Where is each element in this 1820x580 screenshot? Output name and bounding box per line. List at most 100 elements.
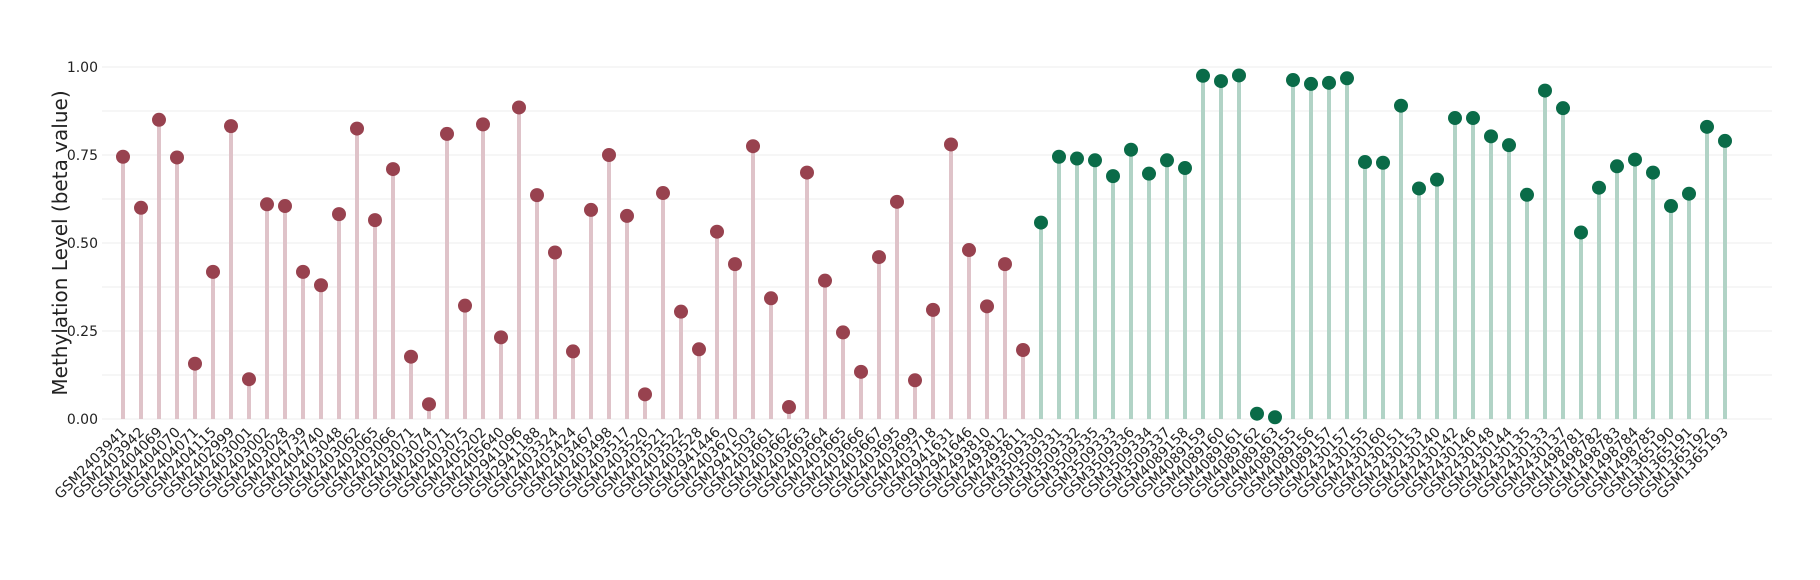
data-point [206, 264, 220, 279]
data-point [818, 273, 832, 288]
data-point [260, 197, 274, 212]
data-point [1034, 215, 1048, 230]
data-point [980, 299, 994, 314]
data-point [872, 250, 886, 265]
data-point [1412, 181, 1426, 196]
data-point [800, 165, 814, 180]
data-point [1070, 151, 1084, 166]
data-point [314, 278, 328, 293]
data-point [1484, 129, 1498, 144]
x-axis-ticks: GSM2403941GSM2403942GSM2404069GSM2404070… [52, 424, 1732, 502]
data-point [782, 400, 796, 415]
data-point [512, 100, 526, 115]
data-point [1142, 166, 1156, 181]
data-point [764, 291, 778, 306]
data-point [1340, 71, 1354, 86]
data-point [692, 342, 706, 357]
data-point [746, 139, 760, 154]
data-point [1250, 406, 1264, 421]
data-point [1718, 133, 1732, 148]
y-axis-label: Methylation Level (beta value) [48, 90, 72, 395]
data-point [332, 207, 346, 222]
data-point [1196, 68, 1210, 83]
data-point [476, 117, 490, 132]
data-point [386, 162, 400, 177]
data-point [170, 150, 184, 165]
data-point [854, 364, 868, 379]
data-point [242, 372, 256, 387]
data-point [494, 330, 508, 345]
data-point [1160, 153, 1174, 168]
data-point [458, 298, 472, 313]
data-point [1682, 186, 1696, 201]
data-point [296, 264, 310, 279]
data-point [836, 325, 850, 340]
data-point [350, 121, 364, 136]
data-point [188, 356, 202, 371]
data-point [1304, 76, 1318, 91]
data-point [422, 397, 436, 412]
data-point [944, 137, 958, 152]
data-point [962, 243, 976, 258]
data-point [1124, 142, 1138, 157]
data-point [1430, 172, 1444, 187]
data-point [1502, 138, 1516, 153]
data-point [1538, 83, 1552, 98]
data-point [1232, 68, 1246, 83]
grid-layer [102, 66, 1772, 420]
data-point [1556, 101, 1570, 116]
data-point [710, 224, 724, 239]
data-point [566, 344, 580, 359]
data-point [1664, 199, 1678, 214]
point-layer [116, 68, 1732, 425]
data-point [1052, 149, 1066, 164]
data-point [1574, 225, 1588, 240]
data-point [1520, 187, 1534, 202]
data-point [620, 208, 634, 223]
data-point [1016, 343, 1030, 358]
data-point [530, 188, 544, 203]
data-point [1628, 152, 1642, 167]
data-point [368, 213, 382, 228]
data-point [1610, 159, 1624, 174]
data-point [1700, 119, 1714, 134]
y-tick-label: 0.25 [67, 324, 98, 340]
y-tick-label: 0.75 [67, 148, 98, 164]
data-point [1268, 410, 1282, 425]
data-point [908, 373, 922, 388]
data-point [224, 119, 238, 134]
data-point [1088, 153, 1102, 168]
data-point [926, 302, 940, 317]
data-point [1322, 75, 1336, 90]
data-point [404, 349, 418, 364]
y-axis-ticks: 0.00 0.25 0.50 0.75 1.00 [67, 60, 98, 428]
y-tick-label: 1.00 [67, 60, 98, 76]
data-point [1394, 98, 1408, 113]
data-point [152, 112, 166, 127]
y-tick-label: 0.00 [67, 412, 98, 428]
data-point [890, 194, 904, 209]
data-point [1466, 111, 1480, 126]
data-point [278, 199, 292, 214]
data-point [134, 200, 148, 215]
data-point [1178, 161, 1192, 176]
data-point [1214, 74, 1228, 89]
data-point [998, 257, 1012, 272]
data-point [728, 257, 742, 272]
data-point [1592, 180, 1606, 195]
data-point [1448, 111, 1462, 126]
data-point [1376, 155, 1390, 170]
data-point [548, 245, 562, 260]
data-point [440, 126, 454, 141]
data-point [1646, 165, 1660, 180]
data-point [656, 186, 670, 201]
stem-layer [121, 75, 1727, 419]
data-point [116, 149, 130, 164]
data-point [584, 202, 598, 217]
data-point [1106, 169, 1120, 184]
data-point [602, 148, 616, 162]
data-point [1286, 73, 1300, 88]
data-point [1358, 155, 1372, 170]
